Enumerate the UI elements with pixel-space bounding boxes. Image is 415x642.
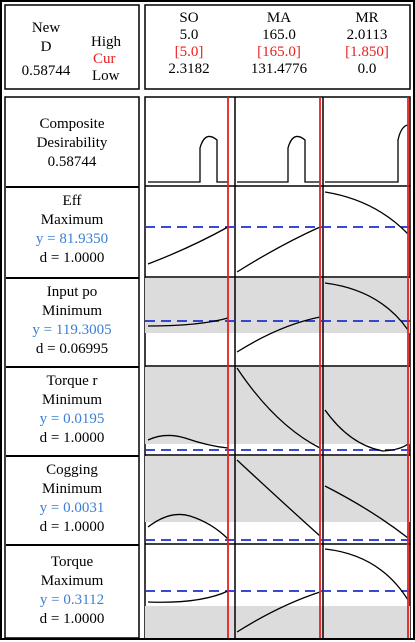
curve-composite-ma [237,135,320,183]
row-y-value: y = 0.3112 [39,592,105,608]
row-name: Eff [62,193,82,209]
factor-cur: [5.0] [174,44,204,60]
curve-composite-so [148,135,228,183]
curve-input-so [147,317,229,327]
factor-cur: [1.850] [345,44,389,60]
row-name: Torque r [46,373,98,389]
factor-high: 2.0113 [346,27,388,43]
row-goal: Minimum [41,303,102,319]
row-y-value: y = 0.0195 [39,411,105,427]
label-separator [6,186,139,188]
label-separator [6,366,139,368]
response-label-column [4,96,140,639]
row-d-value: d = 1.0000 [39,250,105,266]
row-d-value: d = 0.06995 [35,341,109,357]
row-d-value: 0.58744 [47,154,97,170]
column-separators [234,97,324,638]
factor-low: 131.4776 [250,61,308,77]
factor-cur: [165.0] [257,44,301,60]
current-setting-lines [227,97,409,638]
response-curves [147,124,409,633]
factor-name: MA [266,10,292,26]
row-name: Input po [46,284,98,300]
row-name: Cogging [46,462,98,478]
curve-ripple-ma [236,367,321,449]
row-d-value: d = 1.0000 [39,611,105,627]
factor-name: MR [355,10,379,26]
row-name-2: Desirability [36,135,108,151]
cur-label: Cur [93,51,116,67]
curve-cogging-mr [324,485,409,539]
curve-cogging-so [147,513,229,540]
curve-input-ma [236,316,321,353]
row-d-value: d = 1.0000 [39,430,105,446]
curve-ripple-mr [324,409,409,452]
curve-eff-so [147,226,229,265]
row-goal: Maximum [40,212,104,228]
factor-low: 0.0 [357,61,377,77]
curve-cogging-ma [236,459,321,537]
curve-eff-mr [324,191,409,235]
row-separators [145,185,410,545]
composite-d-value: 0.58744 [21,63,71,79]
high-label: High [91,34,121,50]
curve-torque-so [147,590,229,603]
factor-high: 165.0 [262,27,296,43]
factor-high: 5.0 [179,27,199,43]
row-goal: Maximum [40,573,104,589]
row-goal: Minimum [41,481,102,497]
header-factor-box [144,4,411,90]
low-label: Low [92,68,120,84]
shaded-regions [145,278,410,638]
curve-ripple-so [147,434,229,449]
curve-eff-ma [236,226,321,273]
row-y-value: y = 119.3005 [32,322,112,338]
curve-torque-ma [236,591,321,633]
factor-name: SO [179,10,199,26]
header-left-box [4,4,140,90]
new-label: New [31,20,61,36]
factor-low: 2.3182 [168,61,210,77]
curve-input-mr [324,282,409,331]
row-y-value: y = 0.0031 [39,500,105,516]
row-name: Torque [50,554,94,570]
d-label: D [40,39,52,55]
label-separator [6,544,139,546]
curve-composite-mr [325,124,409,183]
row-d-value: d = 1.0000 [39,519,105,535]
label-separator [6,455,139,457]
row-y-value: y = 81.9350 [35,231,109,247]
target-dashed-lines [145,226,410,592]
row-goal: Minimum [41,392,102,408]
label-separator [6,277,139,279]
row-name: Composite [39,116,105,132]
curve-torque-mr [324,548,409,601]
